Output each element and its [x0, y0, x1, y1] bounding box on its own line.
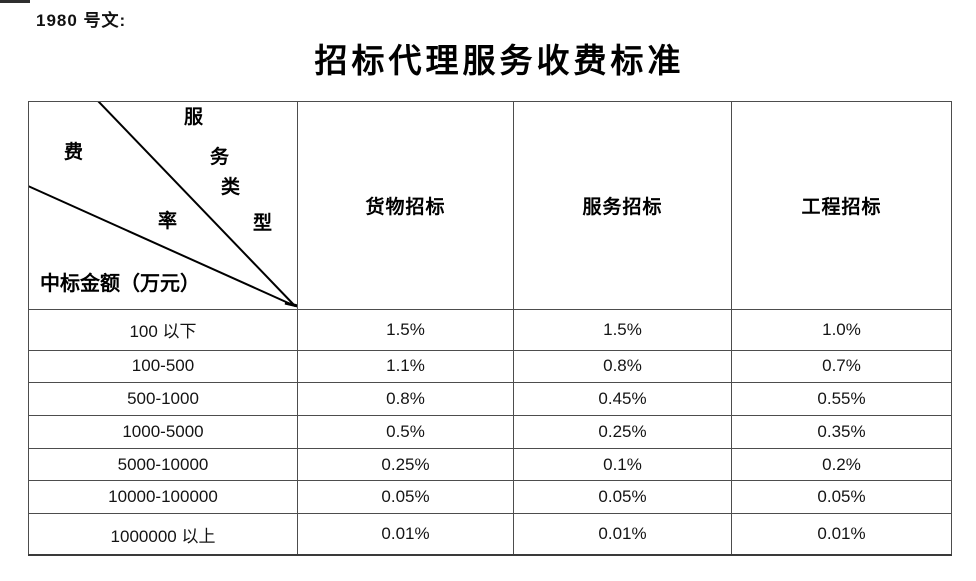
table-row: 5000-10000 0.25% 0.1% 0.2% [28, 447, 952, 482]
table-corner-cell: 费 率 服 务 类 型 中标金额（万元） [28, 101, 298, 310]
fee-value-cell: 0.1% [513, 447, 732, 482]
header-row: 费 率 服 务 类 型 中标金额（万元） 货物招标 服务招标 工程招标 [28, 101, 952, 310]
amount-range-cell: 10000-100000 [28, 480, 298, 515]
fee-value-cell: 0.8% [297, 382, 514, 416]
column-header-goods: 货物招标 [297, 101, 514, 310]
corner-label-service-type-char: 类 [221, 177, 241, 198]
fee-value-cell: 0.5% [297, 414, 514, 449]
table-row: 100 以下 1.5% 1.5% 1.0% [28, 309, 952, 351]
doc-ref: 1980 号文: [36, 11, 127, 30]
fee-value-cell: 0.8% [513, 349, 732, 384]
fee-value-cell: 0.35% [731, 414, 952, 449]
fee-value-cell: 0.25% [513, 414, 732, 449]
amount-range-cell: 1000000 以上 [28, 513, 298, 556]
column-header-services: 服务招标 [513, 101, 732, 310]
column-header-works: 工程招标 [731, 101, 952, 310]
table-row: 100-500 1.1% 0.8% 0.7% [28, 349, 952, 384]
corner-label-rate-char: 率 [158, 211, 178, 232]
fee-value-cell: 0.01% [731, 513, 952, 556]
fee-value-cell: 0.01% [513, 513, 732, 556]
fee-value-cell: 0.05% [731, 480, 952, 515]
fee-value-cell: 0.7% [731, 349, 952, 384]
amount-range-cell: 5000-10000 [28, 447, 298, 482]
row-axis-label: 中标金额（万元） [40, 273, 200, 295]
amount-range-cell: 100 以下 [28, 309, 298, 351]
amount-range-cell: 100-500 [28, 349, 298, 384]
diagonal-divider-lines [29, 102, 297, 308]
fee-value-cell: 0.05% [513, 480, 732, 515]
corner-label-service-type-char: 务 [210, 147, 230, 168]
table-row: 500-1000 0.8% 0.45% 0.55% [28, 382, 952, 416]
scan-edge-artifact [0, 0, 30, 3]
fee-value-cell: 1.5% [297, 309, 514, 351]
corner-label-service-type-char: 服 [184, 107, 204, 128]
fee-value-cell: 0.01% [297, 513, 514, 556]
fee-value-cell: 0.05% [297, 480, 514, 515]
fee-value-cell: 0.2% [731, 447, 952, 482]
corner-label-fee-char: 费 [64, 142, 84, 163]
table-row: 10000-100000 0.05% 0.05% 0.05% [28, 480, 952, 515]
fee-value-cell: 0.45% [513, 382, 732, 416]
amount-range-cell: 500-1000 [28, 382, 298, 416]
fee-value-cell: 0.25% [297, 447, 514, 482]
table-row: 1000000 以上 0.01% 0.01% 0.01% [28, 513, 952, 556]
fee-value-cell: 1.0% [731, 309, 952, 351]
page-title: 招标代理服务收费标准 [314, 44, 685, 80]
corner-label-service-type-char: 型 [253, 213, 273, 234]
fee-standard-table: 费 率 服 务 类 型 中标金额（万元） 货物招标 服务招标 工程招标 100 … [28, 101, 952, 556]
fee-value-cell: 1.5% [513, 309, 732, 351]
table-row: 1000-5000 0.5% 0.25% 0.35% [28, 414, 952, 449]
fee-value-cell: 0.55% [731, 382, 952, 416]
fee-value-cell: 1.1% [297, 349, 514, 384]
amount-range-cell: 1000-5000 [28, 414, 298, 449]
